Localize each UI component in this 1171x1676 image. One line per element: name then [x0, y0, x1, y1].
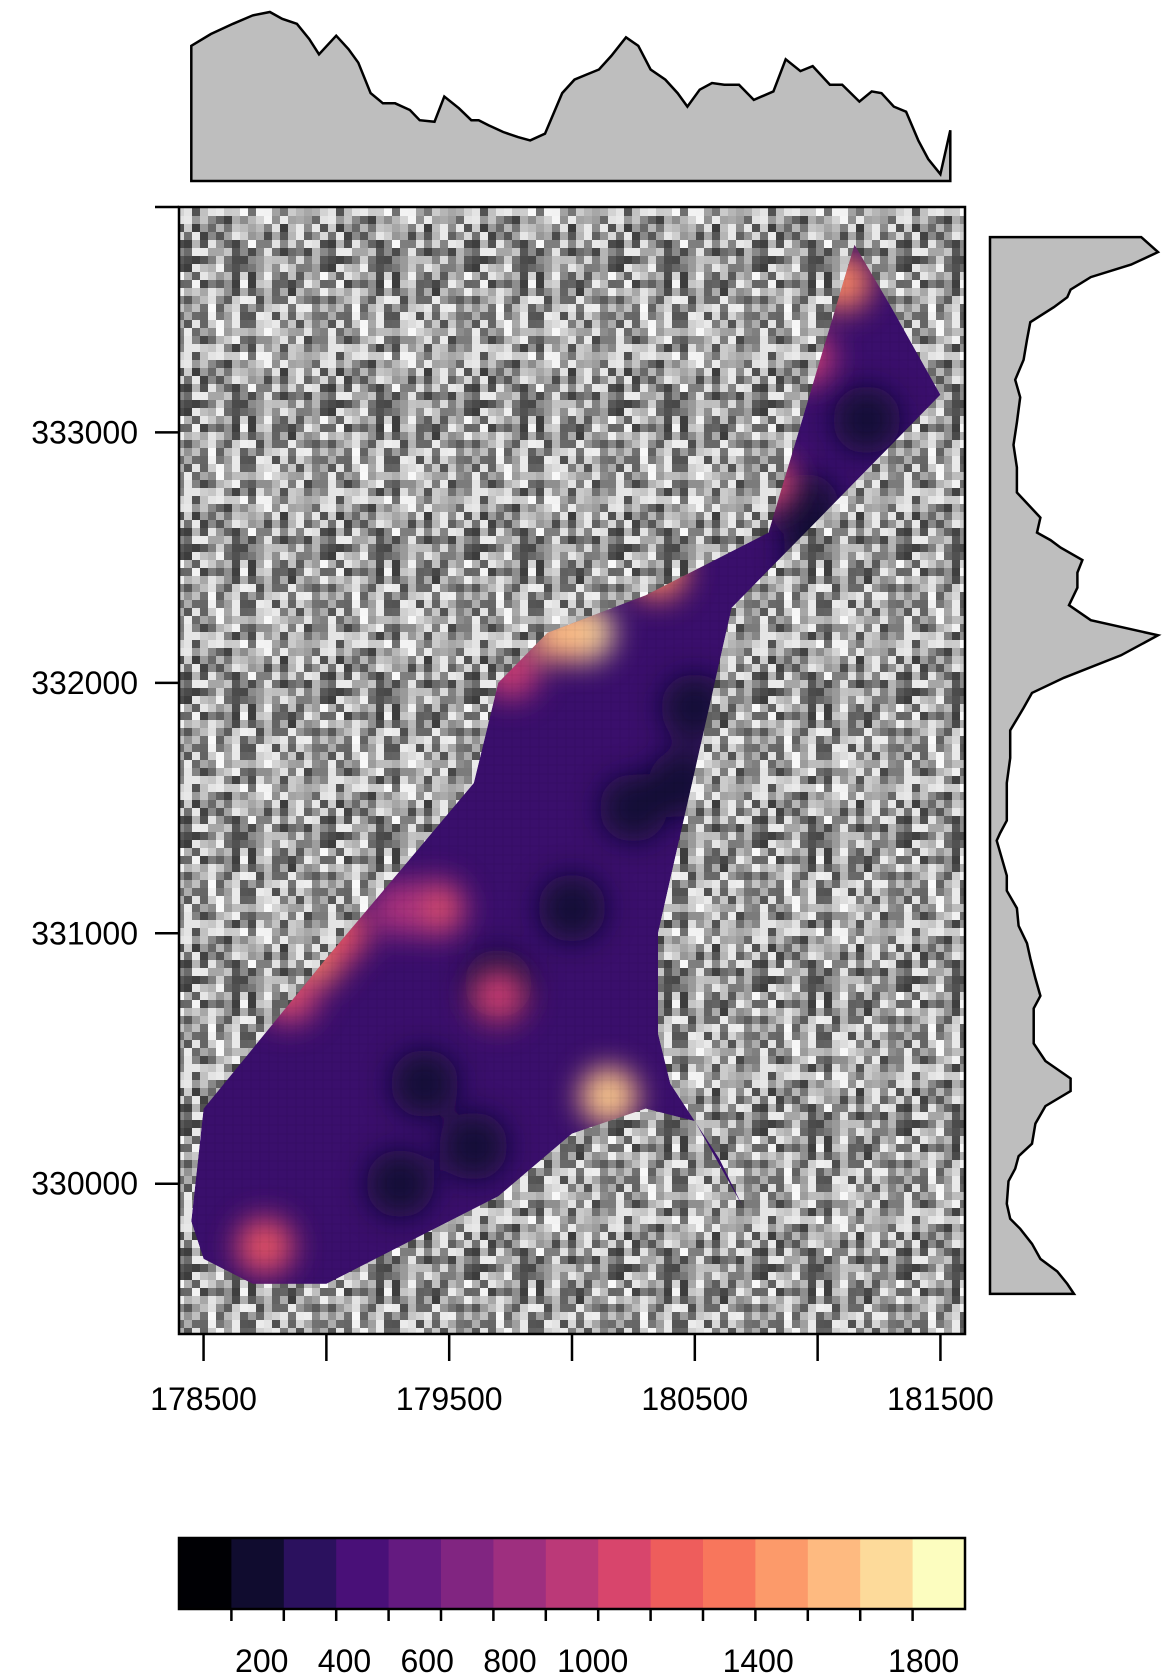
colorbar-bin — [283, 1538, 337, 1609]
region-fill — [191, 244, 941, 1284]
colorbar-bin — [231, 1538, 285, 1609]
colorbar-bin — [493, 1538, 547, 1609]
x-tick-label: 179500 — [396, 1381, 503, 1417]
x-axis: 178500 179500 180500 181500 — [150, 1334, 994, 1417]
y-tick-label: 331000 — [31, 915, 138, 951]
colorbar-bin — [336, 1538, 390, 1609]
map-panel — [179, 207, 965, 1334]
hot-spot-core — [250, 1232, 279, 1261]
right-profile-area — [988, 235, 1162, 1296]
colorbar-tick-label: 400 — [318, 1643, 371, 1676]
colorbar-bin — [755, 1538, 809, 1609]
colorbar-bin — [388, 1538, 442, 1609]
colorbar-bin — [598, 1538, 652, 1609]
right-profile-panel — [988, 235, 1162, 1296]
colorbar-bin — [912, 1538, 966, 1609]
x-tick-label: 181500 — [887, 1381, 994, 1417]
colorbar-bin — [807, 1538, 861, 1609]
colorbar-bin — [860, 1538, 914, 1609]
hot-spot-core — [386, 894, 415, 923]
colorbar-bin — [179, 1538, 232, 1609]
x-tick-label: 180500 — [641, 1381, 748, 1417]
colorbar-tick-label: 200 — [235, 1643, 288, 1676]
cool-spot — [439, 1112, 508, 1181]
colorbar-bin — [703, 1538, 756, 1609]
cool-spot — [366, 1149, 435, 1218]
hot-spot-core — [422, 894, 451, 923]
colorbar-tick-label: 1400 — [723, 1643, 794, 1676]
cool-spot — [832, 385, 901, 454]
hot-spot-core — [594, 1082, 623, 1111]
y-tick-label: 333000 — [31, 414, 138, 450]
y-tick-label: 330000 — [31, 1166, 138, 1202]
y-tick-label: 332000 — [31, 665, 138, 701]
colorbar-bin — [545, 1538, 599, 1609]
colorbar: 200 400 600 800 1000 1400 1800 — [177, 1536, 967, 1676]
cool-spot — [390, 1049, 459, 1118]
hot-spot-core — [484, 981, 513, 1010]
y-axis: 330000 331000 332000 333000 — [31, 205, 179, 1202]
colorbar-tick-label: 1000 — [557, 1643, 628, 1676]
colorbar-tick-label: 600 — [401, 1643, 454, 1676]
colorbar-bin — [441, 1538, 494, 1609]
colorbar-bin — [650, 1538, 704, 1609]
colorbar-tick-label: 800 — [483, 1643, 536, 1676]
colorbar-tick-label: 1800 — [888, 1643, 959, 1676]
x-tick-label: 178500 — [150, 1381, 257, 1417]
cool-spot — [538, 874, 606, 943]
top-profile-area — [190, 10, 952, 183]
colorbar-frame — [177, 1536, 967, 1611]
top-profile-panel — [190, 10, 952, 183]
